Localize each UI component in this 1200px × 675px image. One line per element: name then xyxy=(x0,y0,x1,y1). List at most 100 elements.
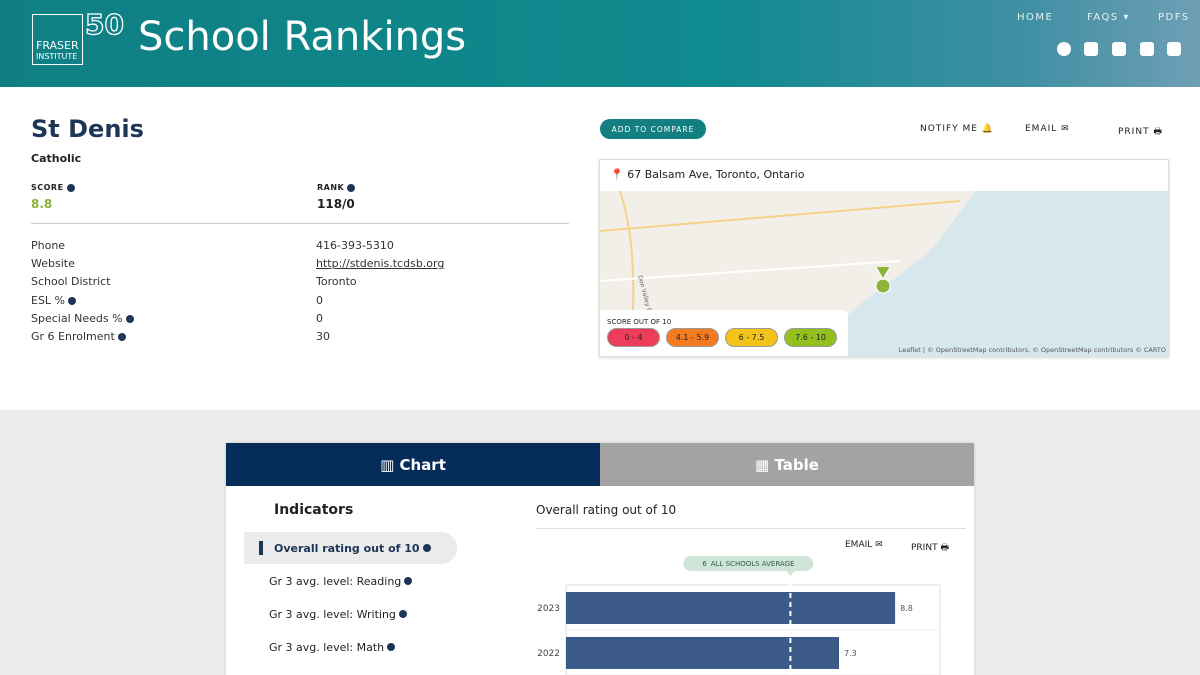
help-icon[interactable] xyxy=(398,610,407,618)
indicators-title: Indicators xyxy=(274,502,354,518)
help-icon[interactable] xyxy=(66,183,75,192)
nav-text: FAQS xyxy=(1087,12,1119,23)
indicator-item[interactable]: Gr 3 avg. level: Reading xyxy=(244,565,457,597)
map[interactable]: Don Valley Pkwy Leaflet | © OpenStreetMa… xyxy=(600,191,1169,357)
road xyxy=(600,200,961,232)
help-icon[interactable] xyxy=(117,333,126,341)
instagram-icon[interactable] xyxy=(1140,42,1154,56)
divider xyxy=(31,223,569,224)
detail-label: Special Needs % xyxy=(31,312,134,325)
website-link[interactable]: http://stdenis.tcdsb.org xyxy=(316,257,445,271)
indicator-item[interactable]: Gr 3 avg. level: Writing xyxy=(244,598,457,630)
logo[interactable]: FRASER INSTITUTE xyxy=(32,14,83,65)
nav-link[interactable]: PDFS xyxy=(1158,12,1190,23)
detail-label: ESL % xyxy=(31,293,77,307)
email-text: EMAIL xyxy=(1025,124,1058,134)
average-label: 6 ALL SCHOOLS AVERAGE xyxy=(702,560,794,568)
help-icon[interactable] xyxy=(125,314,134,323)
legend-title: SCORE OUT OF 10 xyxy=(607,318,672,326)
category-label: 2022 xyxy=(537,649,560,659)
rank-label: RANK xyxy=(317,183,356,192)
detail-label: School District xyxy=(31,275,111,288)
value-label: 8.8 xyxy=(900,604,913,613)
detail-label-text: Website xyxy=(31,257,75,271)
detail-value: 0 xyxy=(316,293,323,307)
notify-text: NOTIFY ME xyxy=(920,124,978,134)
selected-marker xyxy=(259,541,263,555)
chart-email[interactable]: EMAIL ✉ xyxy=(845,540,883,550)
email-button[interactable]: EMAIL ✉ xyxy=(1025,124,1070,134)
detail-label-text: ESL % xyxy=(31,293,66,307)
anniversary: 50 xyxy=(84,7,124,41)
address-text: 67 Balsam Ave, Toronto, Ontario xyxy=(627,168,805,181)
indicator-text: Overall rating out of 10 xyxy=(274,541,420,555)
legend-chip: 6 - 7.5 xyxy=(725,328,778,347)
rank-value: 118/0 xyxy=(317,197,355,211)
legend-chip: 0 - 4 xyxy=(607,328,660,347)
nav-link[interactable]: FAQS ▾ xyxy=(1087,12,1130,23)
site-title: School Rankings xyxy=(138,14,467,60)
facebook-icon[interactable] xyxy=(1057,42,1071,56)
detail-value: 416-393-5310 xyxy=(316,239,394,252)
school-marker[interactable] xyxy=(875,266,891,294)
detail-value: 0 xyxy=(316,311,323,325)
average-value: 6 xyxy=(702,560,707,568)
help-icon[interactable] xyxy=(422,544,431,552)
lake xyxy=(806,191,1168,356)
legend-chip: 7.6 - 10 xyxy=(784,328,837,347)
print-button[interactable]: PRINT 🖶 xyxy=(1118,127,1163,137)
youtube-icon[interactable] xyxy=(1167,42,1181,56)
detail-value: Toronto xyxy=(316,275,357,289)
divider xyxy=(536,528,966,529)
linkedin-icon[interactable] xyxy=(1112,42,1126,56)
logo-line1: FRASER xyxy=(36,39,79,52)
help-icon[interactable] xyxy=(387,643,396,651)
score-label-text: SCORE xyxy=(31,183,64,192)
print-text: PRINT xyxy=(1118,127,1150,137)
detail-label: Website xyxy=(31,257,75,270)
indicator-text: Gr 3 avg. level: Reading xyxy=(269,574,402,588)
road xyxy=(600,260,901,282)
average-pointer xyxy=(786,571,795,576)
twitter-icon[interactable] xyxy=(1084,42,1098,56)
chart-tab[interactable]: ▥ Chart xyxy=(226,443,600,486)
bar xyxy=(566,592,896,624)
map-legend: SCORE OUT OF 10 0 - 4 4.1 - 5.9 6 - 7.5 7.6… xyxy=(600,310,848,356)
chart-print[interactable]: PRINT 🖶 xyxy=(911,543,949,553)
help-icon[interactable] xyxy=(404,577,413,585)
bar xyxy=(566,637,840,669)
indicator-item[interactable]: Gr 3 avg. level: Math xyxy=(244,631,457,663)
legend-chip: 4.1 - 5.9 xyxy=(666,328,719,347)
school-name: St Denis xyxy=(31,115,144,143)
address: 📍 67 Balsam Ave, Toronto, Ontario xyxy=(610,168,805,181)
average-text: ALL SCHOOLS AVERAGE xyxy=(711,560,795,568)
detail-label-text: Gr 6 Enrolment xyxy=(31,330,115,343)
tab-text: Table xyxy=(774,455,819,474)
indicator-text: Gr 3 avg. level: Writing xyxy=(269,607,396,621)
map-card: 📍 67 Balsam Ave, Toronto, Ontario Don Va… xyxy=(599,159,1169,357)
nav-link[interactable]: HOME xyxy=(1017,12,1054,23)
logo-line2: INSTITUTE xyxy=(36,52,78,61)
detail-label-text: Special Needs % xyxy=(31,311,123,325)
compare-button[interactable]: ADD TO COMPARE xyxy=(600,119,706,139)
email-text: EMAIL xyxy=(845,540,873,550)
detail-label: Gr 6 Enrolment xyxy=(31,330,126,343)
value-label: 7.3 xyxy=(844,649,857,658)
help-icon[interactable] xyxy=(68,296,77,305)
indicator-item[interactable]: Overall rating out of 10 xyxy=(244,532,457,564)
attribution: Leaflet | © OpenStreetMap contributors, … xyxy=(899,346,1166,354)
table-tab[interactable]: ▦ Table xyxy=(600,443,974,486)
notify-button[interactable]: NOTIFY ME 🔔 xyxy=(920,124,995,134)
header: FRASER INSTITUTE 50 School Rankings HOME… xyxy=(0,0,1200,87)
chart: 2023 8.8 2022 7.3 6 ALL SCHOOLS AVERAGE xyxy=(537,556,941,675)
score-value: 8.8 xyxy=(31,197,53,211)
detail-label-text: School District xyxy=(31,275,111,289)
detail-value: 30 xyxy=(316,330,330,343)
tab-text: Chart xyxy=(399,455,446,474)
rank-label-text: RANK xyxy=(317,183,345,192)
school-type: Catholic xyxy=(31,152,82,165)
print-text: PRINT xyxy=(911,543,938,553)
help-icon[interactable] xyxy=(347,183,356,192)
